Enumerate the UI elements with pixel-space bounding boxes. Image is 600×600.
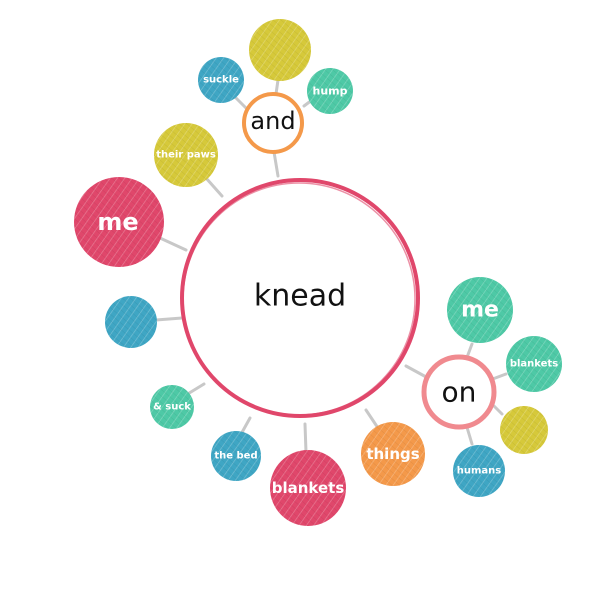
- hub-and-label: and: [250, 107, 295, 135]
- node-suckle-label: suckle: [203, 75, 239, 86]
- center-label: knead: [254, 279, 346, 314]
- node-me-left[interactable]: me: [74, 177, 164, 267]
- connector-and-suckle: [234, 96, 248, 110]
- node-blank-yellow-top[interactable]: [249, 19, 311, 81]
- node-hump-label: hump: [313, 85, 348, 98]
- hub-and[interactable]: and: [242, 92, 304, 154]
- node-blankets-bottom-label: blankets: [272, 479, 345, 497]
- node-me-right-label: me: [461, 298, 499, 323]
- node-the-bed-label: the bed: [214, 451, 257, 462]
- center-node[interactable]: knead: [180, 178, 420, 418]
- node-blank-blue-left[interactable]: [105, 296, 157, 348]
- node-and-suck[interactable]: & suck: [150, 385, 194, 429]
- node-me-right[interactable]: me: [447, 277, 513, 343]
- node-the-bed[interactable]: the bed: [211, 431, 261, 481]
- node-me-left-label: me: [97, 208, 138, 236]
- connector-center-things: [364, 408, 380, 430]
- node-things-label: things: [366, 445, 419, 463]
- node-blankets-right-label: blankets: [510, 359, 558, 370]
- connector-and-yellow: [274, 78, 280, 96]
- connector-center-and: [272, 150, 280, 178]
- node-their-paws-label: their paws: [156, 150, 216, 161]
- hub-on[interactable]: on: [421, 354, 497, 430]
- node-suckle[interactable]: suckle: [198, 57, 244, 103]
- node-things[interactable]: things: [361, 422, 425, 486]
- node-blankets-right[interactable]: blankets: [506, 336, 562, 392]
- node-and-suck-label: & suck: [153, 402, 191, 413]
- connector-center-on: [404, 364, 430, 380]
- connector-center-blank-blue: [154, 316, 184, 322]
- node-their-paws[interactable]: their paws: [154, 123, 218, 187]
- node-humans[interactable]: humans: [453, 445, 505, 497]
- hub-on-label: on: [442, 376, 477, 409]
- connector-center-their-paws: [204, 176, 224, 198]
- connectors: [154, 78, 508, 454]
- node-hump[interactable]: hump: [307, 68, 353, 114]
- connector-on-yellow: [492, 404, 504, 416]
- node-blankets-bottom[interactable]: blankets: [270, 450, 346, 526]
- node-blank-yellow-right[interactable]: [500, 406, 548, 454]
- connector-center-blankets: [303, 422, 308, 454]
- node-humans-label: humans: [457, 466, 502, 477]
- connector-center-me: [158, 236, 188, 252]
